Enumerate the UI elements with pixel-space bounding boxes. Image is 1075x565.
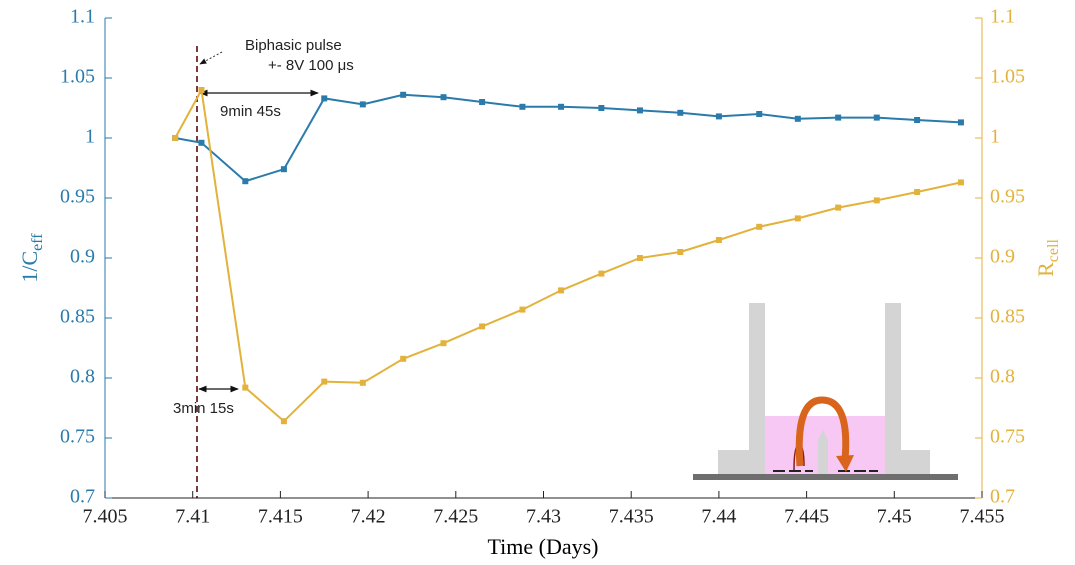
y-tick-label: 0.95 [60, 186, 95, 208]
y-tick-label: 0.75 [60, 426, 95, 448]
point [715, 237, 722, 243]
y2-tick-label: 0.75 [990, 426, 1025, 448]
point [198, 139, 205, 146]
y2-tick-label: 0.95 [990, 186, 1025, 208]
x-tick-label: 7.45 [877, 506, 912, 528]
point [440, 94, 447, 101]
y2-tick-label: 0.9 [990, 246, 1015, 268]
point [598, 270, 605, 277]
point [321, 378, 328, 385]
x-tick-label: 7.41 [175, 506, 210, 528]
x-axis-label: Time (Days) [487, 534, 598, 559]
point [400, 91, 407, 98]
point [280, 166, 287, 173]
point [835, 114, 842, 121]
x-tick-label: 7.42 [351, 506, 386, 528]
y2-tick-label: 1.1 [990, 6, 1015, 28]
y-tick-label: 0.9 [70, 246, 95, 268]
point [677, 249, 684, 255]
inset-diagram [693, 303, 958, 480]
point [519, 103, 526, 110]
y-tick-label: 0.85 [60, 306, 95, 328]
series-line [174, 86, 962, 423]
x-tick-label: 7.44 [701, 506, 736, 528]
point [321, 95, 328, 102]
point [914, 117, 921, 123]
point [794, 115, 801, 122]
point [957, 119, 964, 126]
point [558, 103, 565, 110]
y2-tick-label: 0.7 [990, 486, 1015, 508]
y-tick-label: 0.7 [70, 486, 95, 508]
point [359, 101, 366, 108]
point [400, 355, 407, 362]
y2-axis-label-sub: cell [1045, 239, 1062, 263]
x-tick-label: 7.425 [433, 506, 478, 528]
point [756, 111, 763, 117]
y2-tick-label: 0.8 [990, 366, 1015, 388]
x-tick-label: 7.405 [83, 506, 128, 528]
point [794, 215, 801, 222]
y-tick-label: 1.05 [60, 66, 95, 88]
annotation-pointer [199, 51, 223, 65]
point [479, 323, 486, 330]
annotation: 3min 15s [173, 400, 234, 417]
y-axis-label-main: 1/C [17, 251, 42, 283]
annotation: 9min 45s [220, 103, 281, 120]
point [558, 287, 565, 294]
point [519, 306, 526, 313]
x-tick-label: 7.445 [784, 506, 829, 528]
y2-tick-label: 1.05 [990, 66, 1025, 88]
annotation: Biphasic pulse [245, 37, 342, 54]
point [198, 87, 205, 93]
point [280, 418, 287, 425]
point [598, 105, 605, 111]
y-tick-label: 1.1 [70, 6, 95, 28]
y2-tick-label: 0.85 [990, 306, 1025, 328]
point [715, 113, 722, 120]
y2-tick-label: 1 [990, 126, 1000, 148]
point [359, 379, 366, 386]
point [172, 135, 179, 141]
point [756, 223, 763, 230]
y-axis-label: 1/Ceff [17, 233, 46, 283]
y-axis-label-sub: eff [29, 233, 46, 251]
y2-axis-label: Rcell [1033, 239, 1062, 277]
y2-axis-label-main: R [1033, 262, 1058, 277]
annotation: +- 8V 100 μs [268, 57, 354, 74]
x-tick-label: 7.43 [526, 506, 561, 528]
point [873, 114, 880, 121]
point [677, 109, 684, 116]
point [242, 384, 249, 391]
point [242, 178, 249, 185]
point [636, 107, 643, 114]
x-tick-label: 7.455 [960, 506, 1005, 528]
y-tick-label: 1 [85, 126, 95, 148]
point [636, 255, 643, 261]
point [873, 197, 880, 204]
x-tick-label: 7.435 [609, 506, 654, 528]
point [440, 340, 447, 347]
point [479, 99, 486, 105]
x-tick-label: 7.415 [258, 506, 303, 528]
point [835, 204, 842, 211]
y-tick-label: 0.8 [70, 366, 95, 388]
series-line [174, 93, 962, 183]
point [957, 179, 964, 186]
point [914, 189, 921, 195]
